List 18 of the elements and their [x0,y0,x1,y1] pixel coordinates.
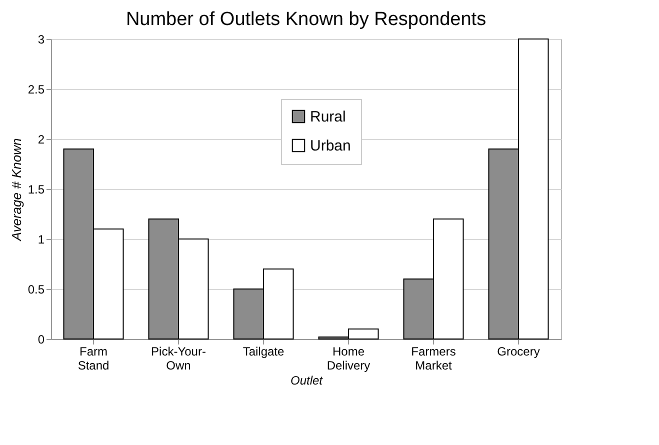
x-tick-label: Grocery [497,344,540,358]
y-tick-label: 1 [38,232,45,246]
x-tick-label: Home Delivery [326,344,370,372]
y-tick-label: 2 [38,132,45,146]
x-tick-label: Tailgate [242,344,284,358]
x-tick-label: Farm Stand [78,344,110,372]
chart-title: Number of Outlets Known by Respondents [126,9,486,30]
x-tick-label: Farmers Market [411,344,456,372]
y-axis-title: Average # Known [8,138,24,242]
y-tick-label: 0 [38,332,45,346]
y-tick-label: 1.5 [28,182,45,196]
y-tick-label: 0.5 [28,282,45,296]
y-tick-label: 3 [38,32,45,46]
x-tick-label: Pick-Your-Own [151,344,206,372]
y-tick-label: 2.5 [28,82,45,96]
legend-label: Rural [310,108,346,126]
legend-label: Urban [310,138,351,154]
x-axis-title: Outlet [290,374,324,388]
